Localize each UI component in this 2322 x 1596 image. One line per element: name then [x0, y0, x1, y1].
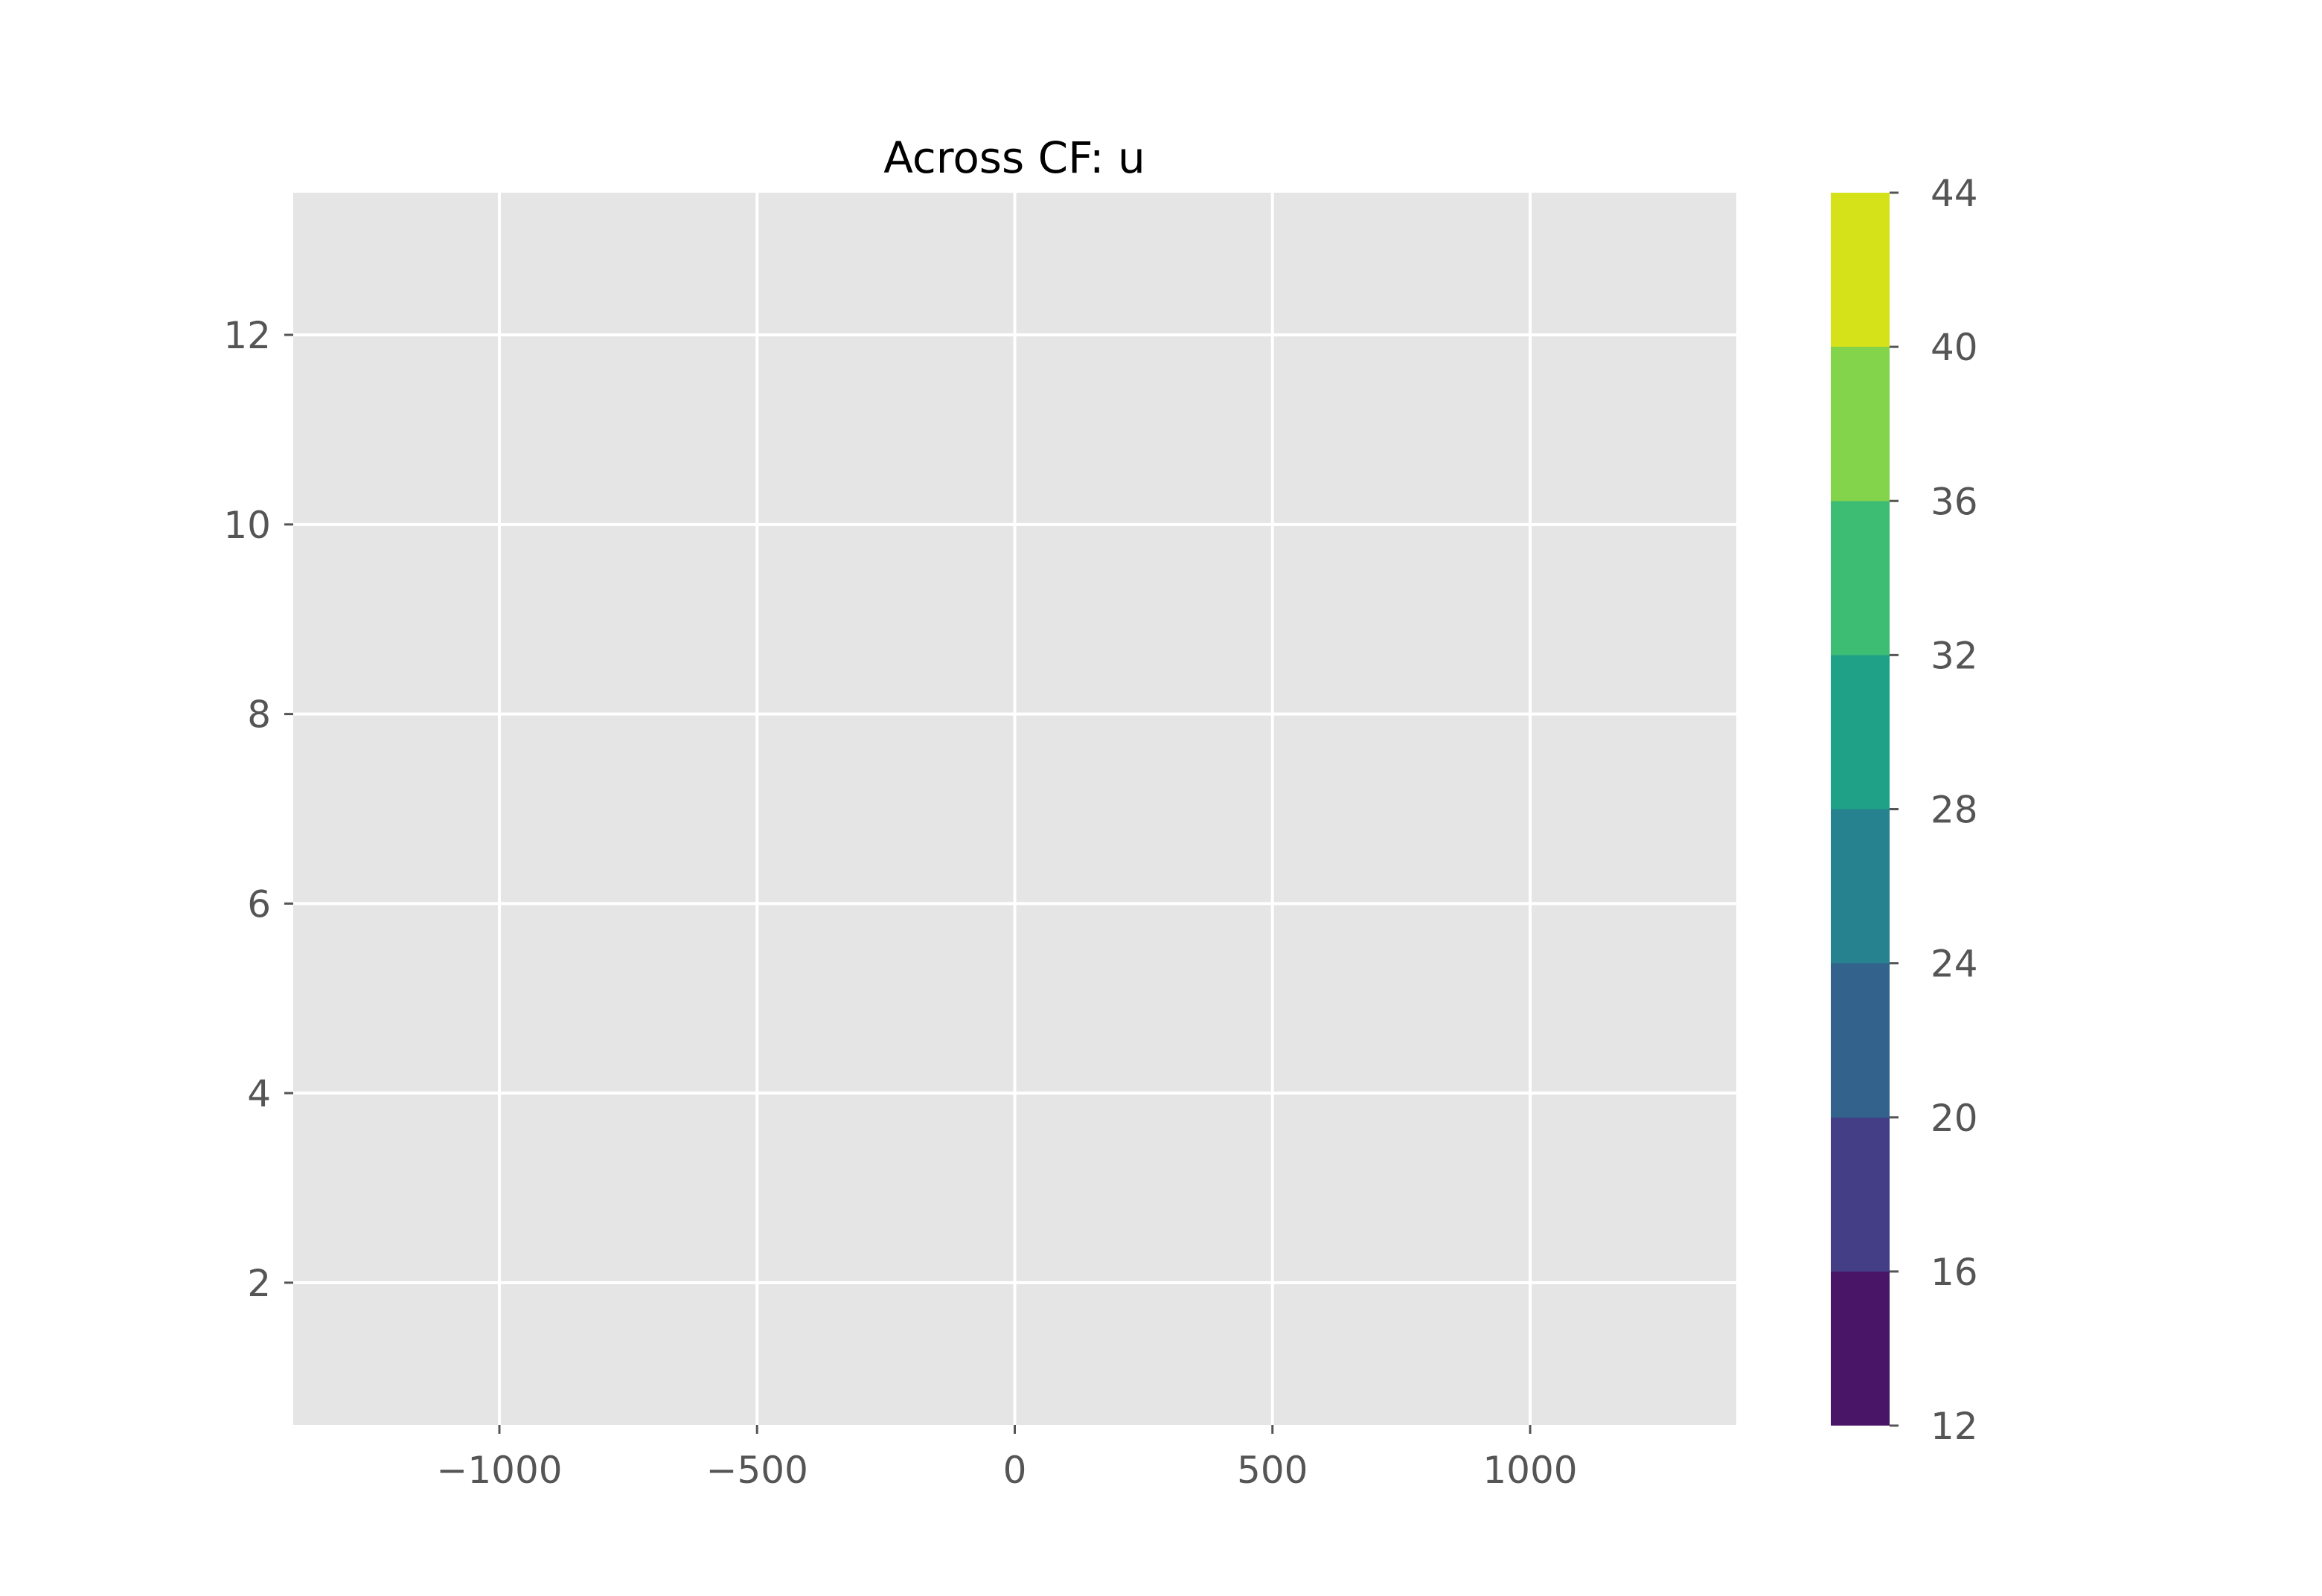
colorbar-segment: [1831, 1117, 1890, 1272]
colorbar-segment: [1831, 963, 1890, 1118]
colorbar-segment: [1831, 347, 1890, 501]
y-tick-label: 4: [247, 1072, 271, 1115]
x-tick-label: −500: [706, 1449, 808, 1492]
colorbar-tick-label: 32: [1931, 634, 1978, 677]
x-tick-label: 0: [1003, 1449, 1027, 1492]
x-tick-label: −1000: [436, 1449, 562, 1492]
y-axis: 2 4 6 8 10 12: [223, 314, 293, 1305]
colorbar-tick-label: 24: [1931, 943, 1978, 986]
colorbar-tick-label: 36: [1931, 480, 1978, 523]
y-tick-label: 8: [247, 693, 271, 737]
colorbar-tick-label: 28: [1931, 789, 1978, 832]
colorbar-tick-label: 44: [1931, 172, 1978, 215]
x-axis: −1000 −500 0 500 1000: [436, 1425, 1578, 1492]
colorbar-segment: [1831, 1271, 1890, 1426]
colorbar-segment: [1831, 655, 1890, 810]
colorbar-segment: [1831, 193, 1890, 347]
y-tick-label: 12: [223, 314, 271, 357]
colorbar-tick-label: 40: [1931, 326, 1978, 369]
colorbar-tick-label: 20: [1931, 1097, 1978, 1140]
colorbar-segment: [1831, 501, 1890, 656]
chart-title: Across CF: u: [883, 132, 1145, 183]
y-tick-label: 2: [247, 1262, 271, 1305]
x-tick-label: 500: [1237, 1449, 1308, 1492]
colorbar-segment: [1831, 809, 1890, 964]
y-tick-label: 6: [247, 882, 271, 926]
plot-area: [293, 193, 1736, 1425]
colorbar: 12 16 20 24 28 32 36 40 44: [1831, 172, 1978, 1448]
x-tick-label: 1000: [1483, 1449, 1577, 1492]
y-tick-label: 10: [223, 504, 271, 547]
colorbar-tick-label: 12: [1931, 1405, 1978, 1448]
colorbar-tick-label: 16: [1931, 1251, 1978, 1294]
